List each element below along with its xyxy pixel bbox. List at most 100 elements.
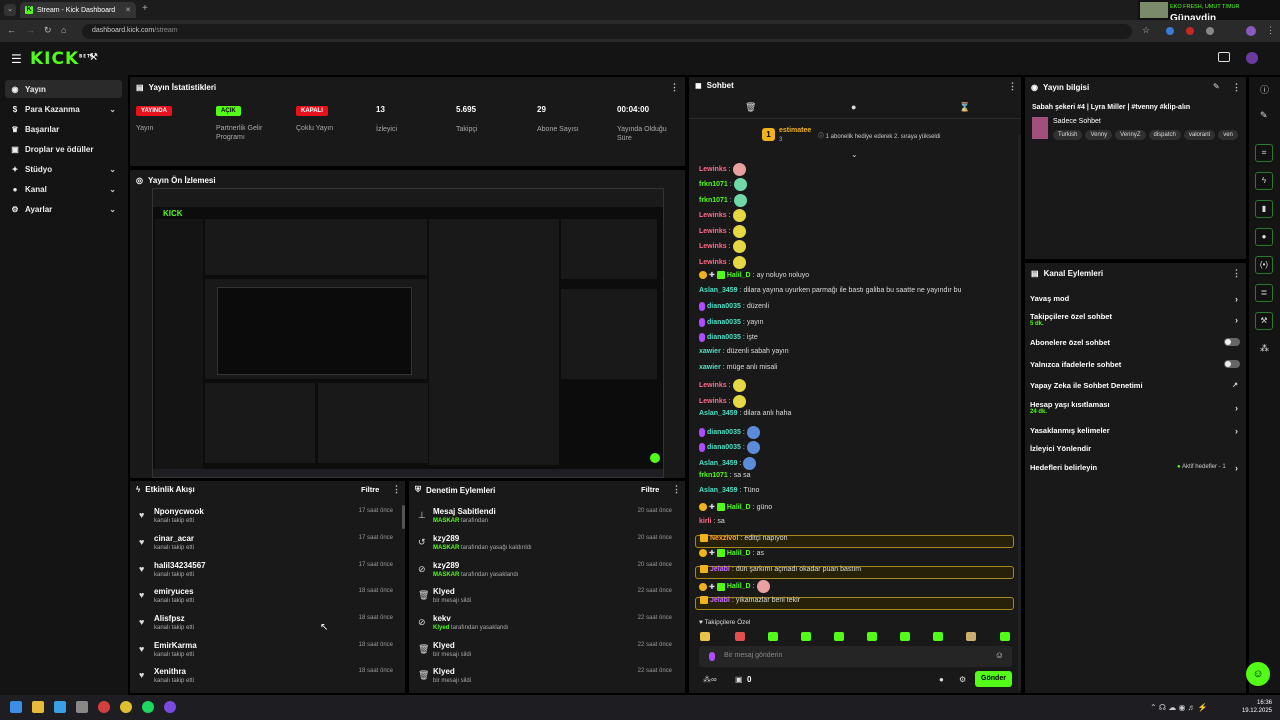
chat-username[interactable]: Aslan_3459 — [699, 487, 738, 494]
app-icon[interactable] — [54, 701, 66, 713]
bits-icon[interactable]: ⁂∞ — [703, 675, 717, 684]
emote-icon[interactable] — [768, 632, 778, 641]
hammer-icon[interactable]: ⚒ — [89, 52, 98, 63]
chat-username[interactable]: Lewinks — [699, 259, 727, 266]
app-icon[interactable] — [76, 701, 88, 713]
tag[interactable]: Turkish — [1053, 130, 1083, 140]
chat-username[interactable]: diana0035 — [707, 429, 741, 436]
tray-icons[interactable]: ⌃ ☊ ☁ ◉ ♬ ⚡ — [1150, 703, 1208, 712]
sidebar-item-ayarlar[interactable]: ⚙ Ayarlar ⌄ — [5, 200, 122, 218]
tag[interactable]: dispatch — [1148, 130, 1181, 140]
chat-username[interactable]: Aslan_3459 — [699, 287, 738, 294]
emote-icon[interactable] — [966, 632, 976, 641]
gear-icon[interactable]: ⚙ — [959, 675, 967, 684]
home-icon[interactable]: ⌂ — [61, 25, 67, 35]
apps-icon[interactable]: ⁂ — [1260, 343, 1269, 353]
mod-user[interactable]: kekv — [433, 614, 451, 623]
new-tab-button[interactable]: + — [142, 3, 148, 14]
windows-start-icon[interactable] — [10, 701, 22, 713]
edit-icon[interactable]: ✎ — [1213, 82, 1220, 91]
chat-username[interactable]: diana0035 — [707, 444, 741, 451]
sidebar-item-studyo[interactable]: ✦ Stüdyo ⌄ — [5, 160, 122, 178]
more-icon[interactable]: ⋮ — [1008, 81, 1017, 91]
help-chat-button[interactable]: ☺ — [1246, 662, 1270, 686]
emote-icon[interactable] — [801, 632, 811, 641]
extension-icon[interactable] — [1166, 27, 1174, 35]
chat-username[interactable]: Lewinks — [699, 243, 727, 250]
url-field[interactable]: dashboard.kick.com/stream — [82, 24, 1132, 39]
sidebar-item-basarilar[interactable]: ♛ Başarılar — [5, 120, 122, 138]
app-icon[interactable] — [98, 701, 110, 713]
tag[interactable]: VennyZ — [1115, 130, 1146, 140]
feed-user[interactable]: halil34234567 — [154, 561, 206, 570]
action-banned-words[interactable]: Yasaklanmış kelimeler › — [1030, 426, 1240, 436]
chat-username[interactable]: Lewinks — [699, 228, 727, 235]
mod-actor[interactable]: MASKAR — [433, 572, 460, 578]
forward-icon[interactable]: → — [26, 25, 35, 35]
gift-user[interactable]: estimatee — [779, 127, 812, 134]
feed-user[interactable]: Xenithra — [154, 667, 187, 676]
tool-button[interactable]: ⌗ — [1255, 144, 1273, 162]
chat-username[interactable]: diana0035 — [707, 303, 741, 310]
back-icon[interactable]: ← — [7, 25, 16, 35]
mod-user[interactable]: kzy289 — [433, 534, 460, 543]
more-icon[interactable]: ⋮ — [670, 82, 679, 92]
chat-username[interactable]: Lewinks — [699, 398, 727, 405]
chat-input[interactable]: Bir mesaj gönderin ☺ — [699, 646, 1012, 667]
chat-username[interactable]: xawier — [699, 364, 721, 371]
tool-button[interactable]: ▮ — [1255, 200, 1273, 218]
action-followers-only[interactable]: Takipçilere özel sohbet 5 dk. › — [1030, 312, 1240, 327]
chat-username[interactable]: Aslan_3459 — [699, 410, 738, 417]
browser-menu-icon[interactable]: ⋮ — [1266, 25, 1275, 35]
spotify-icon[interactable] — [142, 701, 154, 713]
chevron-down-icon[interactable]: ⌄ — [851, 150, 858, 159]
chat-username[interactable]: frkn1071 — [699, 472, 728, 479]
more-icon[interactable]: ⋮ — [392, 484, 401, 494]
user-avatar[interactable] — [1246, 52, 1258, 64]
chat-username[interactable]: Aslan_3459 — [699, 460, 738, 467]
feed-user[interactable]: EmirKarma — [154, 641, 197, 650]
subs-only-toggle[interactable] — [1224, 338, 1240, 346]
action-goals[interactable]: Hedefleri belirleyin ● Aktif hedefler - 1… — [1030, 463, 1240, 473]
tag[interactable]: Venny — [1085, 130, 1113, 140]
file-explorer-icon[interactable] — [32, 701, 44, 713]
chat-username[interactable]: Jelabi — [710, 565, 730, 573]
chat-username[interactable]: diana0035 — [707, 334, 741, 341]
mod-user[interactable]: Klyed — [433, 587, 455, 596]
emote-icon[interactable] — [700, 632, 710, 641]
emote-only-toggle[interactable] — [1224, 360, 1240, 368]
filter-button[interactable]: Filtre — [641, 485, 660, 494]
bookmark-icon[interactable]: ☆ — [1142, 25, 1151, 35]
chat-username[interactable]: Lewinks — [699, 166, 727, 173]
action-slow-mode[interactable]: Yavaş mod › — [1030, 294, 1240, 304]
tab-menu-button[interactable]: ⌄ — [4, 4, 16, 16]
tool-button[interactable]: ● — [1255, 228, 1273, 246]
tool-button[interactable]: ⚒ — [1255, 312, 1273, 330]
chat-username[interactable]: Nexzivol — [710, 534, 739, 542]
more-icon[interactable]: ⋮ — [672, 484, 681, 494]
feed-user[interactable]: Alisfpsz — [154, 614, 185, 623]
info-icon[interactable]: ⓘ — [1260, 85, 1270, 95]
sidebar-item-yayin[interactable]: ◉ Yayın — [5, 80, 122, 98]
close-icon[interactable]: ✕ — [125, 7, 131, 14]
reload-icon[interactable]: ↻ — [44, 25, 52, 35]
send-button[interactable]: Gönder — [975, 671, 1012, 687]
tag[interactable]: ven — [1218, 130, 1238, 140]
hourglass-icon[interactable]: ⌛ — [959, 102, 971, 112]
mod-actor[interactable]: MASKAR — [433, 545, 460, 551]
action-account-age[interactable]: Hesap yaşı kısıtlaması 24 dk. › — [1030, 400, 1240, 415]
emote-icon[interactable] — [867, 632, 877, 641]
more-icon[interactable]: ⋮ — [1232, 268, 1241, 278]
feed-user[interactable]: emiryuces — [154, 587, 194, 596]
tool-button[interactable]: (•) — [1255, 256, 1273, 274]
browser-tab[interactable]: K Stream - Kick Dashboard ✕ — [20, 2, 136, 18]
emote-icon[interactable] — [735, 632, 745, 641]
sidebar-item-para-kazanma[interactable]: $ Para Kazanma ⌄ — [5, 100, 122, 118]
media-widget[interactable]: EKO FRESH, UMUT TIMUR — [1138, 0, 1280, 20]
sidebar-item-droplar[interactable]: ▣ Droplar ve ödüller — [5, 140, 122, 158]
chat-username[interactable]: Jelabi — [710, 596, 730, 604]
emote-icon[interactable] — [834, 632, 844, 641]
clock[interactable]: 16:36 19.12.2025 — [1240, 699, 1272, 715]
menu-icon[interactable]: ☰ — [11, 52, 22, 66]
edit-icon[interactable]: ✎ — [1260, 110, 1268, 120]
